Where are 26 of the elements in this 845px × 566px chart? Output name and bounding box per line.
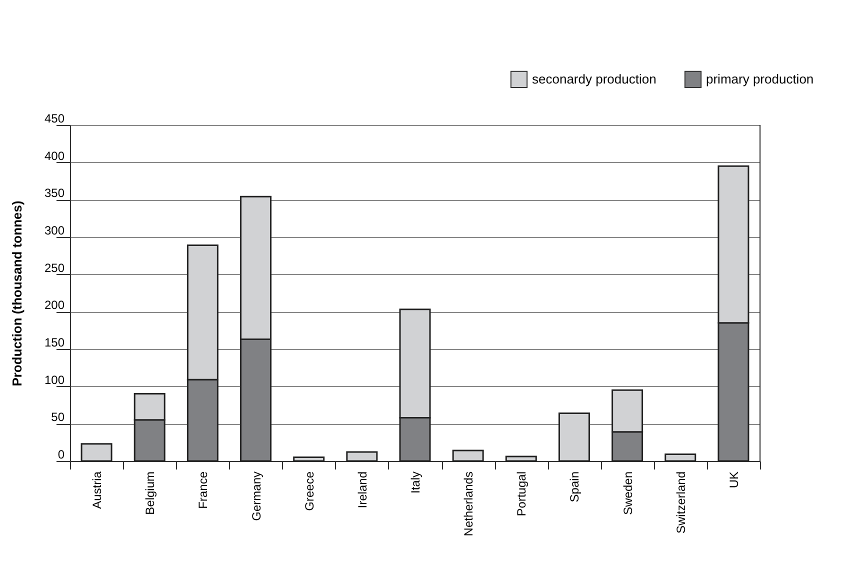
x-tick-label: France [196,471,210,509]
x-tick-label: Germany [249,472,264,521]
y-tick-label: 150 [44,336,65,350]
y-tick-label: 200 [44,298,65,312]
x-tick-label: Belgium [143,472,158,515]
x-tick-label: Sweden [620,472,635,515]
legend-label: seconardy production [532,71,656,86]
x-tick-label: Portugal [514,472,529,516]
x-tick-label: UK [726,472,741,488]
x-tick-label: Switzerland [674,472,688,534]
y-tick-label: 300 [44,224,65,238]
legend-label: primary production [706,71,814,86]
x-tick-label: Austria [90,471,104,509]
y-tick-label: 250 [44,260,65,275]
y-tick-label: 100 [44,372,65,387]
y-tick-label: 400 [44,148,65,163]
y-axis-title: Production (thousand tonnes) [9,200,24,386]
y-tick-label: 0 [58,448,65,462]
y-tick-label: 50 [51,410,65,424]
x-tick-label: Italy [408,472,422,494]
x-tick-label: Netherlands [462,472,476,536]
x-tick-label: Ireland [355,472,370,508]
y-tick-label: 450 [44,112,65,126]
y-tick-label: 350 [44,186,65,200]
x-tick-label: Greece [302,471,316,511]
x-tick-label: Spain [568,472,582,502]
